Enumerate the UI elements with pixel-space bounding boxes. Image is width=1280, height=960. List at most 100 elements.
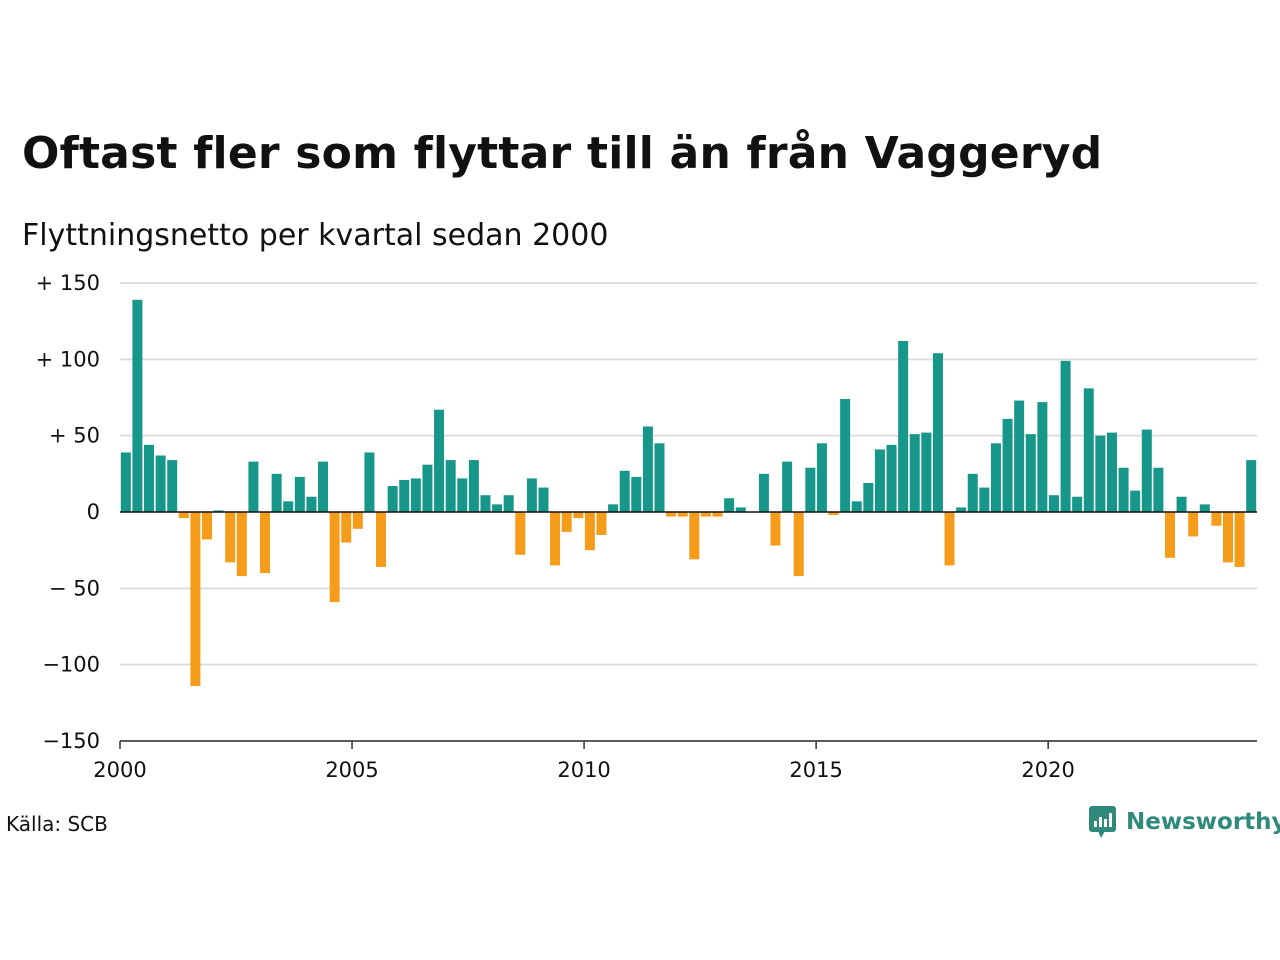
bar xyxy=(642,426,653,512)
bar xyxy=(538,487,549,512)
bar xyxy=(1211,512,1222,526)
bar xyxy=(225,512,236,563)
bar xyxy=(480,495,491,512)
bar xyxy=(155,455,166,512)
bar xyxy=(1106,432,1117,512)
bar xyxy=(956,507,967,512)
bar xyxy=(735,507,746,512)
bar xyxy=(1153,467,1164,512)
bar xyxy=(712,512,723,517)
x-tick-label: 2000 xyxy=(93,758,146,782)
bar xyxy=(364,452,375,512)
source-note: Källa: SCB xyxy=(6,812,108,836)
bar xyxy=(851,501,862,512)
bar xyxy=(874,449,885,512)
bar xyxy=(886,444,897,512)
bar xyxy=(387,486,398,512)
bar xyxy=(573,512,584,519)
bar xyxy=(120,452,131,512)
bar xyxy=(631,476,642,512)
y-tick-label: + 100 xyxy=(36,347,100,371)
bar xyxy=(724,498,735,512)
bar xyxy=(1234,512,1245,567)
bar xyxy=(1095,435,1106,512)
bar xyxy=(770,512,781,546)
bar xyxy=(1164,512,1175,558)
bar xyxy=(932,353,943,512)
y-tick-label: − 50 xyxy=(49,576,100,600)
bar xyxy=(1025,434,1036,512)
bar xyxy=(434,409,445,512)
bar xyxy=(1072,496,1083,512)
bar xyxy=(561,512,572,532)
bar xyxy=(213,510,224,512)
x-tick-label: 2020 xyxy=(1021,758,1074,782)
bar xyxy=(700,512,711,517)
bar xyxy=(422,464,433,512)
bar xyxy=(236,512,247,577)
bar xyxy=(608,504,619,512)
bar xyxy=(144,444,154,512)
bar xyxy=(306,496,317,512)
bar xyxy=(1141,429,1152,512)
bar-chart: + 150 + 100 + 50 0 − 50 −100 −150 2000 2005 2010 2… xyxy=(36,271,1257,782)
bar xyxy=(1246,460,1257,512)
bar xyxy=(1188,512,1199,537)
bar xyxy=(457,478,468,512)
y-tick-label: 0 xyxy=(87,500,100,524)
bar xyxy=(318,461,329,512)
bar xyxy=(1118,467,1129,512)
bar xyxy=(271,473,282,512)
bar xyxy=(190,512,201,687)
x-tick-label: 2010 xyxy=(557,758,610,782)
bar xyxy=(1199,504,1210,512)
bar xyxy=(666,512,677,517)
bar xyxy=(1002,418,1013,512)
bar xyxy=(944,512,955,566)
bar xyxy=(352,512,363,529)
bar xyxy=(526,478,537,512)
bar xyxy=(898,341,909,512)
bar xyxy=(410,478,421,512)
bar xyxy=(329,512,340,603)
bar xyxy=(1130,490,1141,512)
y-tick-label: + 50 xyxy=(49,424,100,448)
bar xyxy=(399,479,410,512)
bar xyxy=(828,512,839,516)
bar xyxy=(341,512,352,543)
bar xyxy=(967,473,978,512)
bar xyxy=(1037,402,1048,512)
bar xyxy=(503,495,514,512)
bar xyxy=(178,512,189,519)
bar xyxy=(1048,495,1059,512)
bar xyxy=(689,512,700,560)
bar xyxy=(248,461,259,512)
bar xyxy=(294,476,305,512)
bar xyxy=(840,399,851,512)
x-tick-label: 2005 xyxy=(325,758,378,782)
bar xyxy=(202,512,213,540)
y-tick-label: −100 xyxy=(42,653,100,677)
bar xyxy=(909,434,920,512)
brand-name: Newsworthy xyxy=(1126,809,1280,835)
bar xyxy=(1222,512,1233,563)
bar xyxy=(805,467,816,512)
bar xyxy=(550,512,561,566)
bar xyxy=(376,512,387,567)
bar xyxy=(445,460,456,512)
bar xyxy=(758,473,769,512)
y-tick-label: + 150 xyxy=(36,271,100,295)
newsworthy-logo[interactable]: Newsworthy xyxy=(1088,804,1280,840)
bar xyxy=(1083,388,1094,512)
newsworthy-logo-icon xyxy=(1089,806,1116,838)
bar xyxy=(677,512,688,517)
bar xyxy=(283,501,294,512)
bar xyxy=(619,470,630,512)
y-tick-label: −150 xyxy=(42,729,100,753)
bar xyxy=(921,432,932,512)
bar xyxy=(492,504,503,512)
bar xyxy=(979,487,990,512)
bar xyxy=(260,512,271,574)
bar xyxy=(863,482,874,512)
bar xyxy=(132,299,143,512)
